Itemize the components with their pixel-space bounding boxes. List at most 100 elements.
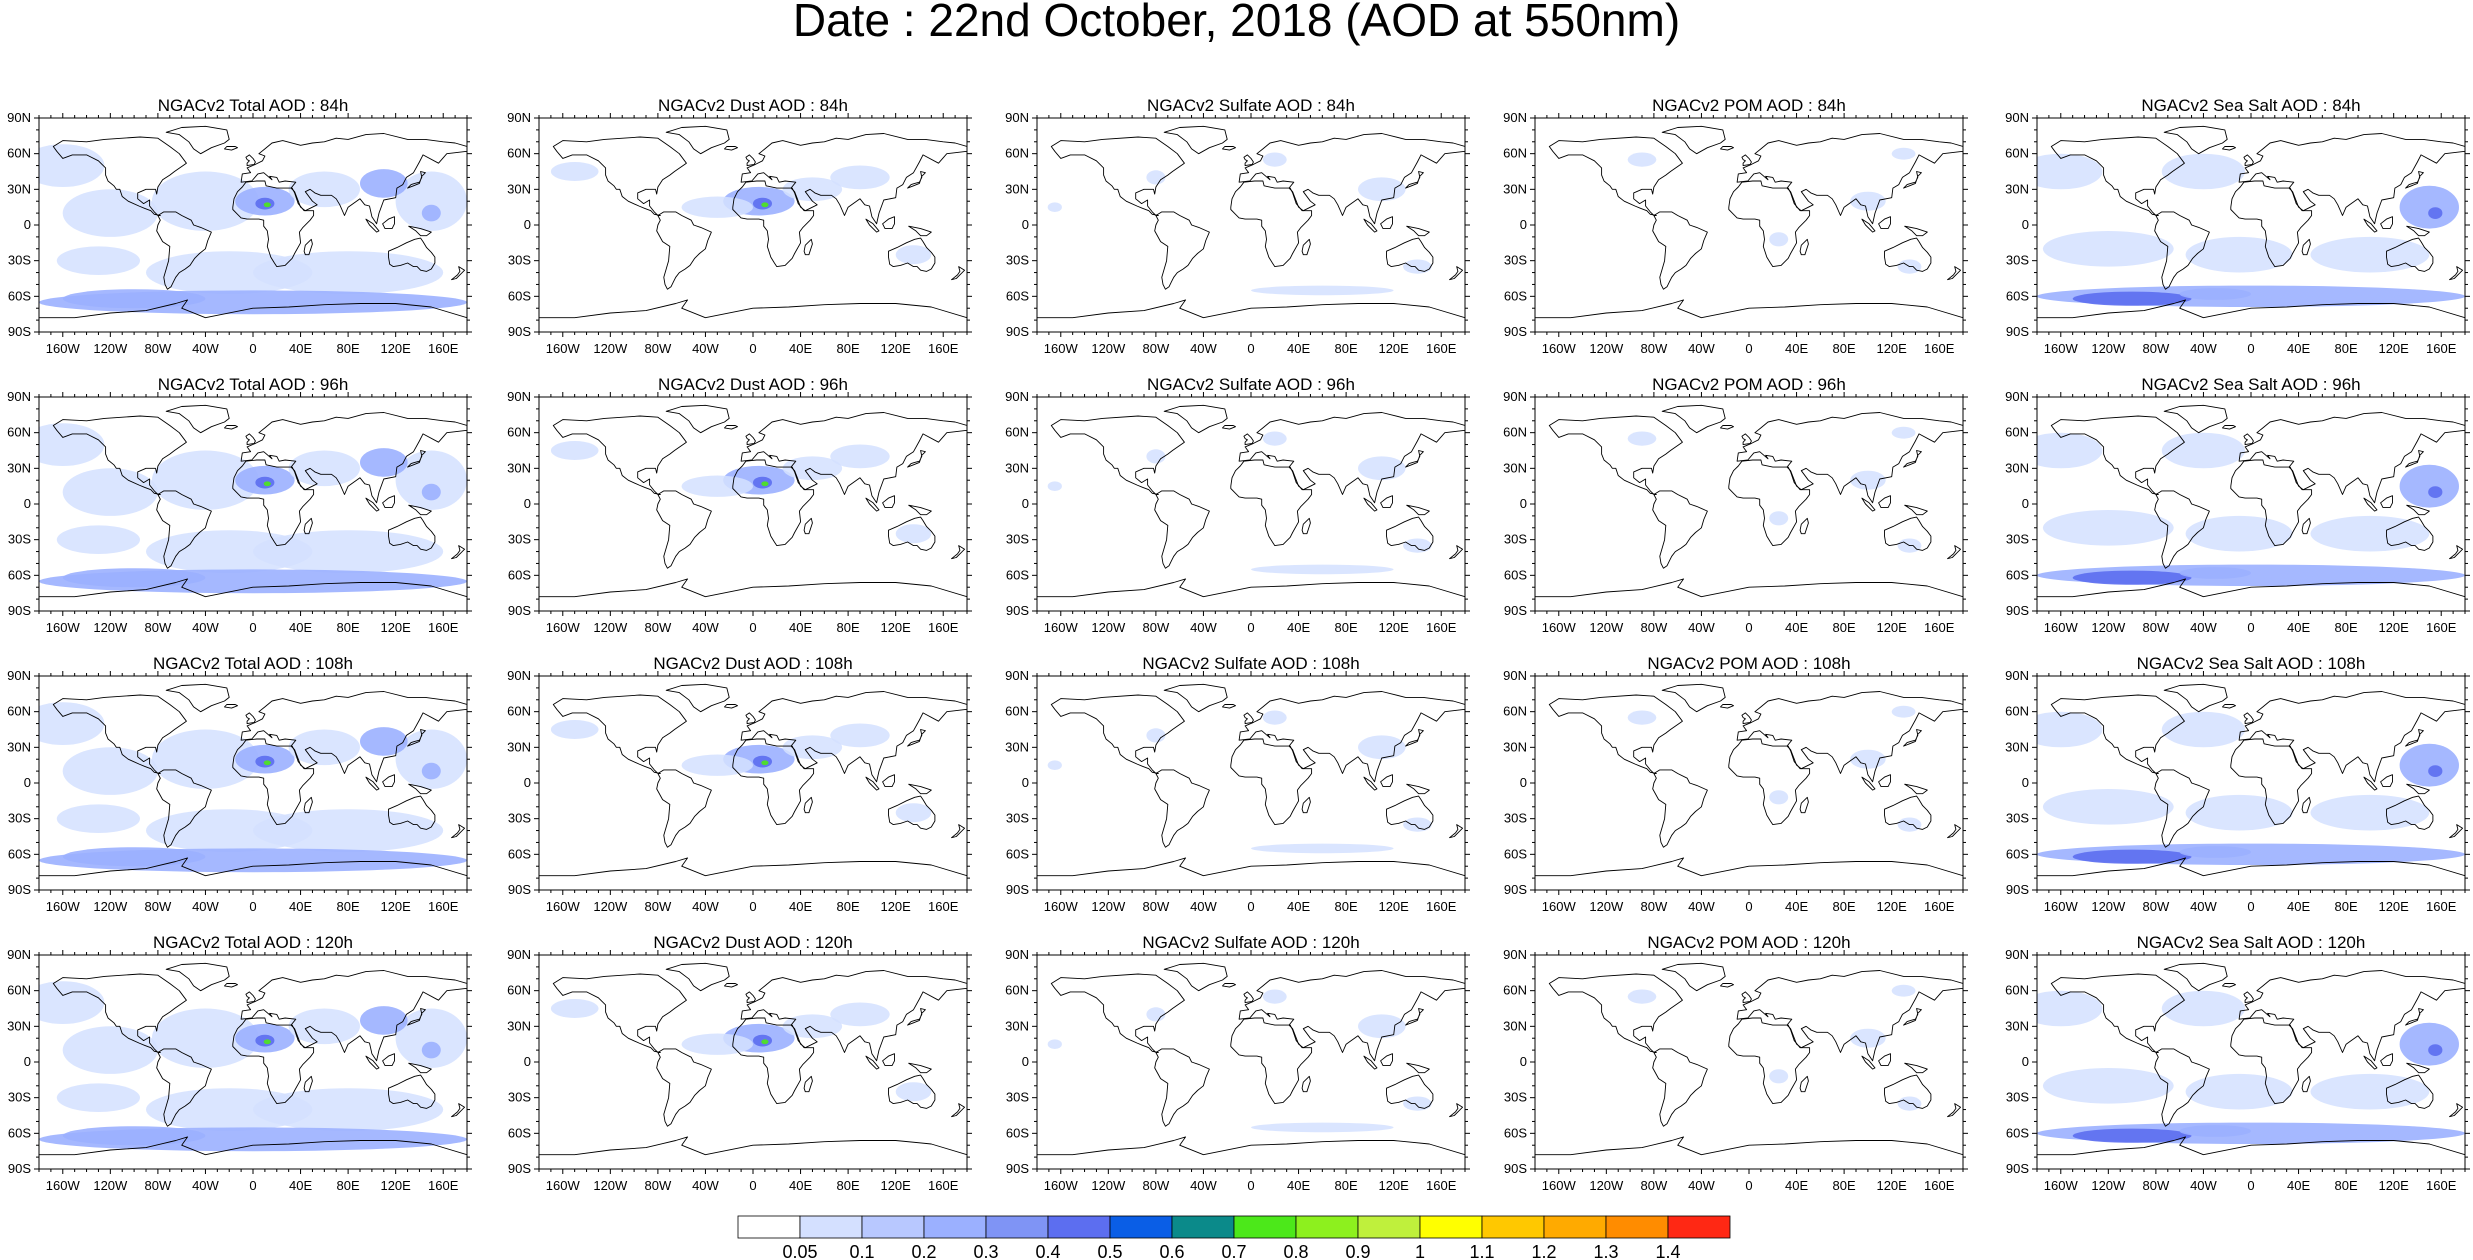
lon-tick-label: 120E [1876, 341, 1907, 356]
lon-tick-label: 0 [749, 341, 756, 356]
landmass-iceland [1720, 425, 1734, 430]
lon-tick-label: 160W [1044, 341, 1079, 356]
landmass-newZealand [1947, 1103, 1962, 1118]
lat-tick-label: 90N [507, 389, 531, 404]
map-panel-sea-salt-84h: NGACv2 Sea Salt AOD : 84h 90N 60N 30N 0 30S 60… [2000, 88, 2473, 356]
lat-tick-label: 30N [1503, 181, 1527, 196]
lon-tick-label: 160W [2044, 341, 2079, 356]
aod-region [62, 189, 158, 237]
map-plot: 90N 60N 30N 0 30S 60S 90S 160W 120W 80W 40W 0 40E 80E… [2005, 947, 2470, 1193]
aod-region [681, 475, 753, 497]
lon-tick-label: 160E [1426, 620, 1457, 635]
landmass-japan [907, 1008, 926, 1026]
landmass-greenland [1661, 683, 1726, 713]
lat-tick-label: 60S [8, 846, 31, 861]
panel-title: NGACv2 Dust AOD : 84h [658, 96, 848, 115]
lat-tick-label: 30N [1503, 460, 1527, 475]
map-background [1535, 676, 1963, 890]
lon-tick-label: 160W [2044, 1178, 2079, 1193]
landmass-madagascar [2301, 1075, 2311, 1093]
lon-tick-label: 120W [1589, 620, 1624, 635]
lat-tick-label: 30S [2006, 532, 2029, 547]
panel-title: NGACv2 POM AOD : 108h [1647, 654, 1851, 673]
landmass-antarctica [39, 1136, 467, 1169]
landmass-southAmerica [2154, 769, 2210, 848]
colorbar-swatch [1667, 1215, 1731, 1239]
lon-tick-label: 160W [1542, 899, 1577, 914]
aod-region [2161, 990, 2245, 1027]
lon-tick-label: 40W [1688, 341, 1715, 356]
lon-tick-label: 40E [1287, 341, 1310, 356]
lat-tick-label: 60S [8, 567, 31, 582]
lon-tick-label: 160E [1924, 341, 1955, 356]
landmass-africa [732, 1017, 815, 1105]
landmass-northAmerica [552, 694, 687, 774]
landmass-madagascar [803, 796, 813, 814]
axis-ticks [1530, 950, 1968, 1174]
landmass-japan [907, 171, 926, 189]
lon-tick-label: 120E [1876, 1178, 1907, 1193]
lon-tick-label: 40E [789, 341, 812, 356]
landmass-antarctica [2037, 578, 2465, 611]
lon-tick-label: 40E [1287, 620, 1310, 635]
lon-tick-label: 0 [1247, 1178, 1254, 1193]
lat-tick-label: 30N [7, 181, 31, 196]
map-plot: 90N 60N 30N 0 30S 60S 90S 160W 120W 80W 40W 0 40E 80E… [2005, 389, 2470, 635]
lat-tick-label: 90S [2006, 1161, 2029, 1176]
lon-tick-label: 120W [593, 620, 628, 635]
landmass-africa [732, 738, 815, 826]
landmass-iceland [224, 704, 238, 709]
landmass-newGuinea [908, 504, 932, 516]
lat-tick-label: 90S [1504, 603, 1527, 618]
aod-region [681, 754, 753, 776]
landmass-newZealand [1947, 824, 1962, 839]
coastlines [1037, 125, 1465, 332]
coastlines [39, 962, 467, 1169]
aod-region [151, 171, 259, 231]
landmass-britain [245, 154, 256, 167]
lon-tick-label: 80E [337, 1178, 360, 1193]
landmass-australia [1386, 516, 1434, 551]
lon-tick-label: 120W [93, 620, 128, 635]
landmass-borneo [2380, 216, 2393, 230]
landmass-madagascar [2301, 238, 2311, 256]
lon-tick-label: 120W [593, 341, 628, 356]
colorbar-swatch [737, 1215, 801, 1239]
landmass-australia [388, 237, 436, 272]
lat-tick-label: 30S [2006, 1090, 2029, 1105]
landmass-madagascar [303, 796, 313, 814]
landmass-antarctica [1037, 578, 1465, 611]
aod-region [2042, 789, 2174, 825]
lat-tick-label: 60N [1503, 425, 1527, 440]
lat-tick-label: 30N [507, 460, 531, 475]
lat-tick-label: 90N [2005, 947, 2029, 962]
coastlines [539, 683, 967, 890]
landmass-newZealand [1947, 545, 1962, 560]
landmass-newZealand [451, 824, 466, 839]
lat-tick-label: 90S [2006, 324, 2029, 339]
aod-region [2179, 567, 2251, 579]
map-panel-sulfate-84h: NGACv2 Sulfate AOD : 84h 90N 60N 30N 0 30S 60S… [1000, 88, 1485, 356]
aod-region [1047, 481, 1062, 491]
landmass-africa [2230, 180, 2313, 268]
landmass-sumatra [1861, 1055, 1876, 1070]
landmass-newGuinea [1406, 783, 1430, 795]
lon-tick-label: 0 [1247, 899, 1254, 914]
lon-tick-label: 80E [1833, 341, 1856, 356]
colorbar-level-label: 0.5 [1097, 1242, 1122, 1260]
aod-region [2310, 794, 2430, 831]
landmass-sumatra [865, 497, 880, 512]
lat-tick-label: 0 [1022, 217, 1029, 232]
landmass-southAmerica [156, 769, 212, 848]
lon-tick-label: 40E [1287, 1178, 1310, 1193]
lat-tick-label: 90N [1005, 668, 1029, 683]
lon-tick-label: 80E [1335, 899, 1358, 914]
landmass-australia [2386, 795, 2434, 830]
axis-ticks [34, 392, 472, 616]
lat-tick-label: 30S [1504, 253, 1527, 268]
landmass-madagascar [1301, 517, 1311, 535]
map-panel-sulfate-120h: NGACv2 Sulfate AOD : 120h 90N 60N 30N 0 30S 60… [1000, 925, 1485, 1193]
landmass-northAmerica [1548, 415, 1683, 495]
colorbar-level-label: 1 [1415, 1242, 1425, 1260]
lon-tick-label: 120E [1876, 620, 1907, 635]
